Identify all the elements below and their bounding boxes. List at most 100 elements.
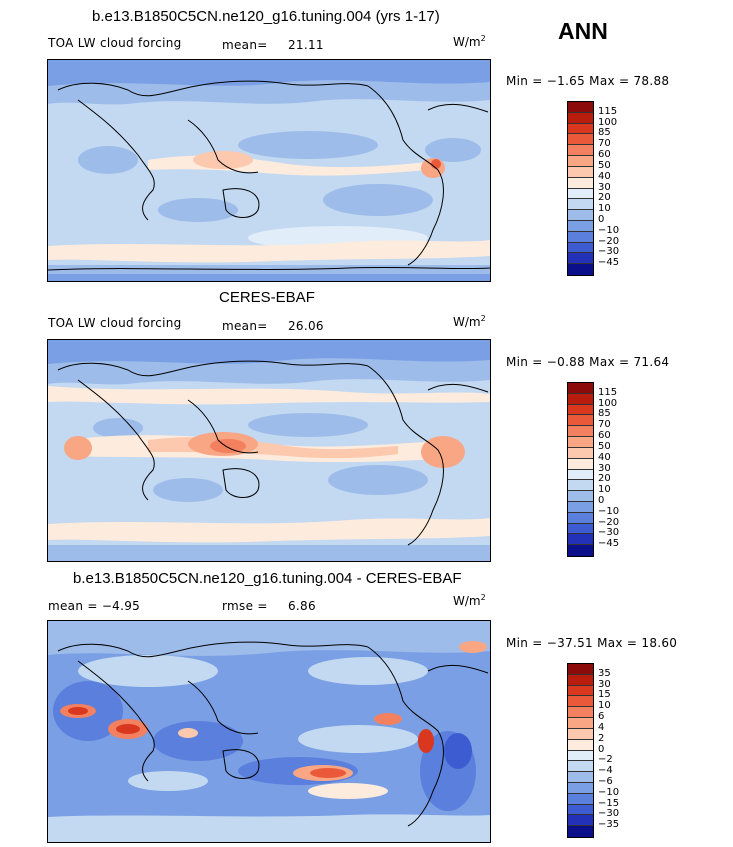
colorbar-tick-label: 20: [598, 473, 611, 485]
map-canvas: [48, 60, 490, 281]
min-max-label: Min = −37.51 Max = 18.60: [506, 636, 678, 650]
min-max-label: Min = −0.88 Max = 71.64: [506, 355, 670, 369]
colorbar-swatch: [568, 772, 593, 783]
colorbar-swatch: [568, 188, 593, 200]
colorbar-swatch: [568, 220, 593, 232]
colorbar-tick-label: −30: [598, 527, 620, 539]
colorbar-swatch: [568, 264, 593, 275]
colorbar: [567, 663, 594, 838]
colorbar-tick-label: −30: [598, 246, 620, 258]
colorbar-tick-label: −10: [598, 786, 620, 798]
units-label: W/m2: [453, 593, 486, 608]
stat-value: 26.06: [288, 319, 324, 333]
colorbar-swatch: [568, 437, 593, 448]
colorbar-tick-label: −15: [598, 797, 620, 809]
colorbar-swatch: [568, 177, 593, 189]
map-canvas: [48, 340, 490, 561]
colorbar-swatch: [568, 393, 593, 405]
map-canvas: [48, 621, 490, 842]
colorbar-swatch: [568, 664, 593, 675]
colorbar-tick-label: −20: [598, 235, 620, 247]
variable-label: TOA LW cloud forcing: [48, 36, 182, 50]
colorbar-tick-label: 30: [598, 181, 611, 193]
variable-label: TOA LW cloud forcing: [48, 316, 182, 330]
colorbar-tick-label: 0: [598, 494, 605, 506]
colorbar-swatch: [568, 523, 593, 535]
mean-label: mean = −4.95: [48, 599, 141, 613]
colorbar-swatch: [568, 199, 593, 211]
colorbar-swatch: [568, 231, 593, 243]
colorbar-tick-label: −10: [598, 505, 620, 517]
colorbar-swatch: [568, 750, 593, 762]
colorbar-tick-label: −2: [598, 754, 613, 766]
colorbar-tick-label: 85: [598, 408, 611, 420]
colorbar-swatch: [568, 685, 593, 697]
colorbar-tick-label: 70: [598, 138, 611, 150]
colorbar: [567, 101, 594, 276]
stat-label: rmse =: [222, 599, 268, 613]
stat-value: 6.86: [288, 599, 316, 613]
colorbar-swatch: [568, 253, 593, 265]
colorbar-swatch: [568, 145, 593, 157]
colorbar-swatch: [568, 447, 593, 459]
colorbar-swatch: [568, 815, 593, 827]
colorbar-tick-label: 50: [598, 159, 611, 171]
colorbar-tick-label: 115: [598, 386, 618, 398]
panel-title: b.e13.B1850C5CN.ne120_g16.tuning.004 - C…: [73, 570, 462, 587]
colorbar-tick-label: −20: [598, 516, 620, 528]
colorbar-tick-label: −45: [598, 257, 620, 269]
min-max-label: Min = −1.65 Max = 78.88: [506, 74, 670, 88]
panel-title: CERES-EBAF: [219, 289, 315, 306]
colorbar-tick-label: 60: [598, 149, 611, 161]
units-label: W/m2: [453, 314, 486, 329]
colorbar-tick-label: 115: [598, 105, 618, 117]
colorbar-swatch: [568, 696, 593, 708]
colorbar-swatch: [568, 383, 593, 394]
colorbar-tick-label: 20: [598, 192, 611, 204]
colorbar-swatch: [568, 739, 593, 751]
panel-title: b.e13.B1850C5CN.ne120_g16.tuning.004 (yr…: [92, 8, 440, 25]
colorbar-swatch: [568, 134, 593, 146]
colorbar-swatch: [568, 728, 593, 740]
colorbar-swatch: [568, 545, 593, 556]
colorbar-tick-label: 100: [598, 397, 618, 409]
colorbar-swatch: [568, 826, 593, 837]
colorbar-swatch: [568, 156, 593, 167]
colorbar-tick-label: −35: [598, 819, 620, 831]
colorbar-tick-label: 10: [598, 203, 611, 215]
colorbar-swatch: [568, 782, 593, 794]
colorbar-swatch: [568, 415, 593, 427]
stat-label: mean=: [222, 38, 268, 52]
colorbar-tick-label: 6: [598, 711, 605, 723]
colorbar-tick-label: 70: [598, 419, 611, 431]
colorbar-swatch: [568, 404, 593, 416]
colorbar-swatch: [568, 491, 593, 502]
colorbar-swatch: [568, 469, 593, 481]
colorbar-swatch: [568, 112, 593, 124]
colorbar-tick-label: −10: [598, 224, 620, 236]
colorbar-tick-label: −4: [598, 765, 613, 777]
colorbar-swatch: [568, 707, 593, 719]
colorbar-swatch: [568, 210, 593, 221]
colorbar-tick-label: 35: [598, 667, 611, 679]
colorbar-swatch: [568, 480, 593, 492]
colorbar-tick-label: −45: [598, 538, 620, 550]
colorbar-tick-label: 10: [598, 700, 611, 712]
colorbar-swatch: [568, 534, 593, 546]
map-plot: [47, 59, 491, 282]
colorbar-tick-label: 4: [598, 721, 605, 733]
colorbar-tick-label: 40: [598, 451, 611, 463]
colorbar-tick-label: 10: [598, 484, 611, 496]
colorbar-tick-label: 30: [598, 462, 611, 474]
colorbar-swatch: [568, 512, 593, 524]
season-label: ANN: [558, 18, 608, 44]
colorbar-swatch: [568, 761, 593, 773]
map-plot: [47, 620, 491, 843]
stat-label: mean=: [222, 319, 268, 333]
colorbar-tick-label: 40: [598, 170, 611, 182]
colorbar-tick-label: −30: [598, 808, 620, 820]
colorbar-swatch: [568, 804, 593, 816]
colorbar-tick-label: 2: [598, 732, 605, 744]
colorbar-tick-label: 0: [598, 743, 605, 755]
colorbar-tick-label: 100: [598, 116, 618, 128]
